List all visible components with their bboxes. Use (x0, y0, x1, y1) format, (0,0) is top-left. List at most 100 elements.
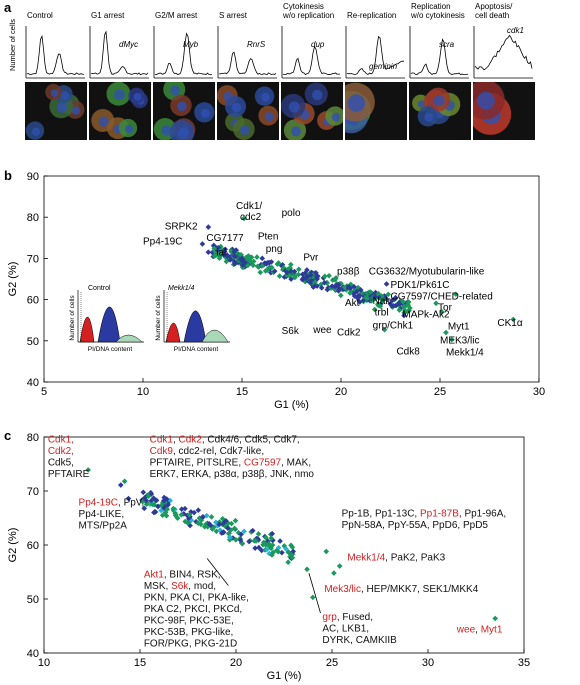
data-point (400, 299, 407, 305)
data-point (338, 292, 344, 299)
phenotype-label: Apoptosis/ cell death (475, 2, 513, 20)
data-point (396, 301, 403, 307)
gene-point-label: PDK1/Pk61C (391, 280, 450, 291)
data-point (383, 281, 390, 287)
data-point (264, 267, 271, 273)
data-point (283, 545, 289, 552)
data-point (328, 285, 334, 291)
data-point (275, 260, 282, 266)
cell-micrograph (89, 82, 151, 140)
data-point (335, 282, 342, 288)
panel-b-letter: b (4, 168, 12, 183)
gene-name-segment: PKN, PKA CI, PKA-like, (144, 592, 249, 603)
data-point (405, 299, 412, 305)
gene-point-label: trbl (375, 307, 389, 318)
cell-micrograph (281, 82, 343, 140)
data-point (256, 544, 262, 551)
data-point (198, 521, 204, 528)
data-point (291, 268, 298, 275)
data-point (178, 506, 185, 512)
gene-name-segment: PpN-58A, PpY-55A, PpD6, PpD5 (342, 520, 489, 531)
data-point (199, 241, 206, 247)
gene-label: dup (311, 40, 325, 49)
gene-point-label: Pp4-19C (143, 236, 182, 247)
gene-name-segment: , mod, (188, 581, 216, 592)
histogram-ylabel: Number of cells (8, 19, 17, 71)
gene-point-label: Nak (373, 296, 392, 307)
data-point (241, 215, 247, 222)
data-point (289, 544, 296, 551)
gene-point-label: Pten (258, 231, 279, 242)
gene-name-segment: PFTAIRE, PITSLRE, (150, 457, 244, 468)
gene-group-line: Pp-1B, Pp1-13C, Pp1-87B, Pp1-96A, (342, 508, 507, 519)
data-point (322, 273, 328, 280)
gene-point-label: png (266, 244, 283, 255)
data-point (275, 548, 282, 555)
data-point (381, 326, 388, 333)
gene-point-label: CG7177 (206, 233, 244, 244)
x-tick-label: 15 (236, 386, 248, 398)
data-point (213, 528, 220, 535)
data-point (401, 304, 408, 310)
data-point (378, 293, 385, 299)
phenotype-label: S arrest (219, 11, 248, 20)
gene-group-line: PFTAIRE, PITSLRE, CG7597, MAK, (150, 457, 312, 468)
gene-name-segment: , HEP/MKK7, SEK1/MKK4 (361, 584, 479, 595)
gene-point-label: SRPK2 (165, 222, 198, 233)
data-point (249, 527, 256, 534)
gene-name-segment: , cdc2-rel, Cdk7-like, (173, 446, 264, 457)
panel-c-letter: c (4, 428, 12, 443)
data-point (341, 284, 348, 291)
data-point (371, 306, 378, 313)
data-point (161, 503, 167, 510)
gene-point-label: Cdk2 (337, 327, 361, 338)
gene-group-line: ERK7, ERKA, p38α, p38β, JNK, nmo (150, 469, 315, 480)
gene-name-segment: Cdk9 (150, 446, 174, 457)
data-point (225, 520, 231, 526)
data-point (259, 262, 266, 269)
panel-a-letter: a (4, 0, 12, 15)
data-point (199, 514, 206, 520)
gene-point-label: MAPk-Ak2 (402, 310, 450, 321)
x-tick-label: 20 (335, 386, 347, 398)
data-point (228, 520, 235, 527)
data-point (510, 316, 517, 323)
y-tick-label: 60 (27, 540, 39, 552)
x-tick-label: 25 (326, 657, 338, 669)
data-point (356, 292, 363, 298)
data-point (375, 290, 382, 297)
gene-name-segment: , Cdk4/6, Cdk5, Cdk7, (202, 434, 300, 445)
data-point (271, 268, 278, 274)
gene-group-line: Akt1, BIN4, RSK, (144, 569, 221, 580)
y-tick-label: 80 (27, 432, 39, 444)
gene-name-segment: DYRK, CAMKIIB (322, 635, 397, 646)
phenotype-label: G2/M arrest (155, 11, 198, 20)
data-point (288, 552, 295, 558)
data-point (439, 309, 445, 315)
data-point (277, 538, 283, 544)
data-point (213, 252, 219, 259)
gene-point-label: Myt1 (448, 321, 470, 332)
gene-point-label: Tor (438, 303, 453, 314)
data-point (231, 525, 238, 532)
data-point (214, 247, 221, 254)
gene-group-line: PKC-53B, PKG-like, (144, 627, 233, 638)
data-point (237, 537, 244, 543)
phenotype-label: Re-replication (347, 11, 397, 20)
data-point (492, 615, 498, 622)
data-point (367, 292, 374, 299)
gene-point-label: Pvr (303, 252, 319, 263)
data-point (329, 283, 335, 289)
gene-name-segment: PKC-98F, PKC-53E, (144, 615, 234, 626)
gene-point-label: CK1α (497, 318, 522, 329)
data-point (186, 511, 193, 518)
gene-group-line: Cdk2, (48, 446, 74, 457)
data-point (125, 495, 132, 502)
data-point (443, 329, 449, 336)
y-tick-label: 80 (27, 212, 39, 224)
data-point (321, 279, 328, 286)
gene-group-line: PFTAIRE (48, 469, 90, 480)
gene-name-segment: PKA C2, PKCI, PKCd, (144, 604, 242, 615)
data-point (216, 521, 223, 528)
data-point (170, 505, 177, 512)
